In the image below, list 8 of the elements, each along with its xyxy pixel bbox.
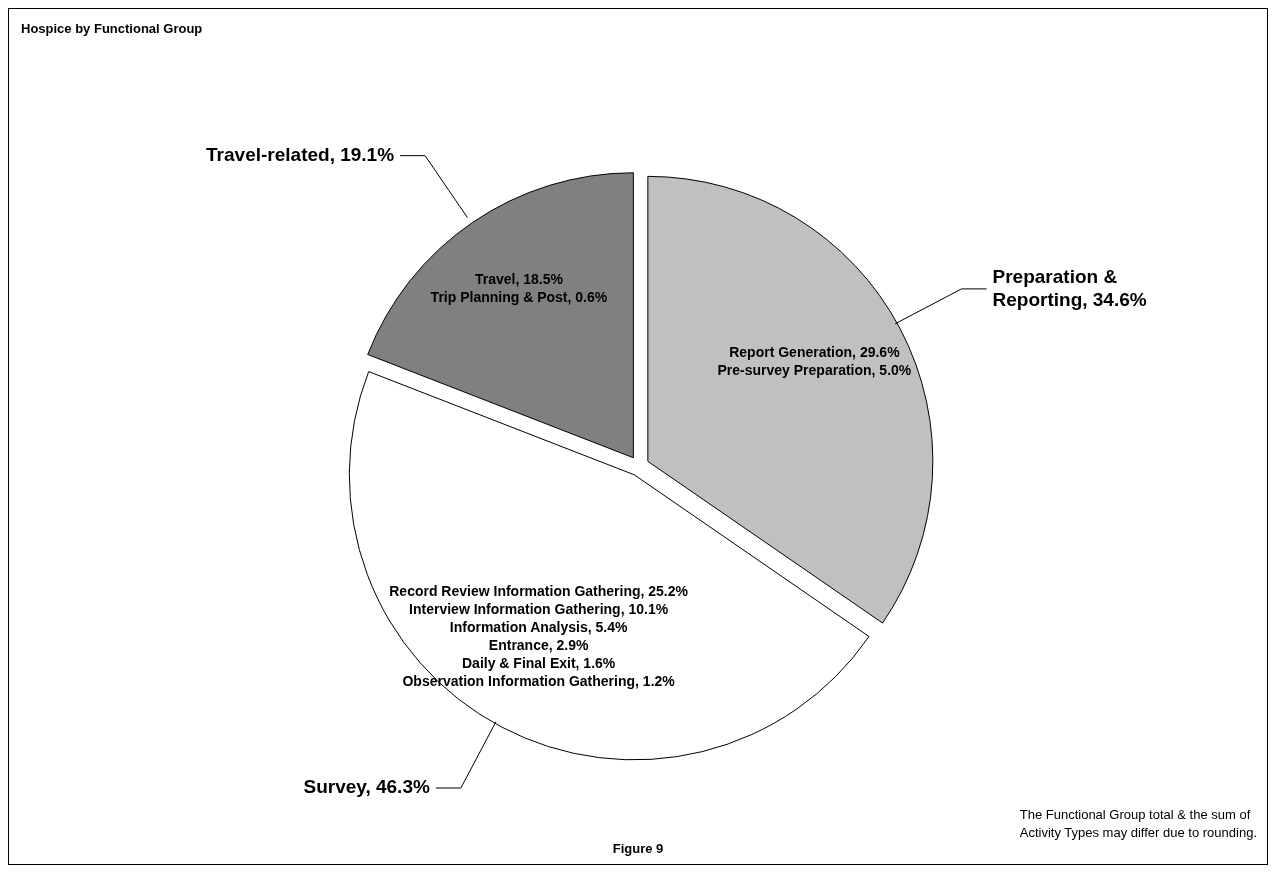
slice-label: Travel-related, 19.1% — [206, 143, 395, 165]
text: Travel, 18.5% Trip Planning & Post, 0.6% — [430, 270, 608, 305]
caption: Figure 9 — [611, 841, 665, 856]
slice-label: Preparation & Reporting, 34.6% — [992, 265, 1147, 310]
text: The Functional Group total & the sum of Activity Types may differ due to rounding. — [1019, 806, 1257, 842]
text: Report Generation, 29.6% Pre-survey Preparation, 5.0% — [717, 344, 912, 379]
slice-label: Survey, 46.3% — [303, 776, 430, 798]
chart-title: Hospice by Functional Group — [21, 21, 203, 36]
